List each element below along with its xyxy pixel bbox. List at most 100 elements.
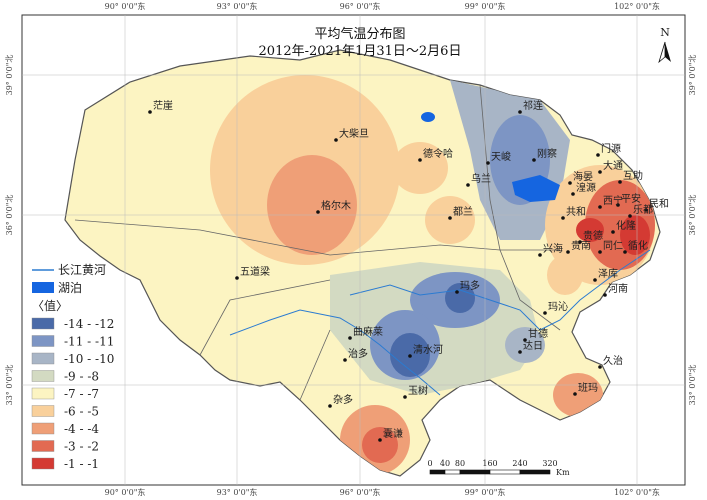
lat-label: 36° 0'0"北 <box>688 195 697 236</box>
station-label: 达日 <box>523 340 543 352</box>
lat-label: 39° 0'0"北 <box>688 55 697 96</box>
station-label: 都兰 <box>453 205 473 218</box>
scale-tick: 160 <box>482 459 497 468</box>
station-dot <box>561 216 565 220</box>
lon-label: 102° 0'0"东 <box>614 1 660 11</box>
legend-label: -3 - -2 <box>64 440 99 454</box>
station-label: 互助 <box>623 169 643 182</box>
station-dot <box>334 138 338 142</box>
station-dot <box>538 253 542 257</box>
scale-tick: 240 <box>512 459 527 468</box>
station-dot <box>593 278 597 282</box>
legend-lake: 湖泊 <box>58 280 82 295</box>
legend-swatch <box>31 457 55 470</box>
station-dot <box>148 110 152 114</box>
station-dot <box>235 276 239 280</box>
station-dot <box>448 216 452 220</box>
lon-label: 99° 0'0"东 <box>465 1 506 11</box>
station-label: 乐都 <box>633 204 653 216</box>
station-dot <box>518 350 522 354</box>
station-label: 杂多 <box>333 393 353 406</box>
station-label: 化隆 <box>616 219 636 232</box>
station-label: 清水河 <box>413 343 443 356</box>
station-label: 同仁 <box>603 240 623 252</box>
scale-segment <box>459 469 491 475</box>
station-dot <box>603 293 607 297</box>
legend-label: -9 - -8 <box>64 370 99 384</box>
station-label: 乌兰 <box>471 172 491 185</box>
station-dot <box>532 158 536 162</box>
station-label: 循化 <box>628 239 648 252</box>
station-dot <box>343 358 347 362</box>
station-label: 河南 <box>608 282 628 295</box>
station-label: 大柴旦 <box>339 127 369 140</box>
legend-lake-swatch <box>32 282 54 293</box>
county-borders <box>74 84 561 401</box>
lat-label: 33° 0'0"北 <box>688 365 697 406</box>
station-label: 西宁 <box>603 194 623 207</box>
north-arrow: N <box>658 26 671 64</box>
legend-heading: 〈值〉 <box>32 298 68 313</box>
station-label: 贵南 <box>571 239 591 252</box>
station-dot <box>518 110 522 114</box>
scale-unit: Km <box>556 468 570 477</box>
station-dot <box>611 230 615 234</box>
legend-label: -11 - -11 <box>64 335 114 349</box>
lon-label: 96° 0'0"东 <box>340 1 381 11</box>
legend-swatch <box>31 317 55 330</box>
station-dot <box>316 210 320 214</box>
station-dot <box>543 311 547 315</box>
station-dot <box>328 404 332 408</box>
station-label: 甘德 <box>528 327 548 340</box>
station-label: 祁连 <box>523 99 543 112</box>
station-label: 班玛 <box>578 382 598 394</box>
station-dot <box>348 336 352 340</box>
station-label: 海晏 <box>573 170 593 183</box>
legend-swatch <box>31 352 55 365</box>
station-dot <box>623 250 627 254</box>
north-label: N <box>660 26 670 39</box>
station-dot <box>571 192 575 196</box>
lon-label: 90° 0'0"东 <box>105 1 146 11</box>
station-label: 玛多 <box>460 279 480 292</box>
station-dot <box>578 240 582 244</box>
station-dot <box>598 205 602 209</box>
temperature-zones <box>210 75 655 475</box>
legend-label: -14 - -12 <box>64 317 114 331</box>
station-label: 门源 <box>601 142 621 155</box>
station-label: 治多 <box>348 347 368 360</box>
legend-swatch <box>31 405 55 417</box>
lat-label: 36° 0'0"北 <box>5 195 14 236</box>
scale-tick: 320 <box>542 459 557 468</box>
legend-label: -10 - -10 <box>64 352 114 366</box>
station-dot <box>455 290 459 294</box>
station-dot <box>486 161 490 165</box>
station-dot <box>598 170 602 174</box>
lon-label: 102° 0'0"东 <box>614 487 660 497</box>
station-label: 湟源 <box>576 181 596 194</box>
station-label: 泽库 <box>598 267 618 280</box>
station-dot <box>408 354 412 358</box>
scale-tick: 0 <box>427 459 432 468</box>
legend-swatch <box>31 370 55 382</box>
station-label: 刚察 <box>537 147 557 160</box>
station-label: 五道梁 <box>240 265 270 278</box>
title: 平均气温分布图 <box>314 26 405 42</box>
station-label: 民和 <box>649 198 669 210</box>
legend-label: -6 - -5 <box>64 405 99 419</box>
station-label: 囊谦 <box>383 427 403 440</box>
lat-label: 39° 0'0"北 <box>5 55 14 96</box>
station-dot <box>596 153 600 157</box>
base-map <box>64 49 661 477</box>
scale-segment <box>429 469 446 475</box>
legend-river: 长江黄河 <box>58 263 106 277</box>
scale-segment <box>444 469 461 475</box>
station-dot <box>418 158 422 162</box>
station-dot <box>618 180 622 184</box>
lakes <box>421 112 560 202</box>
station-dot <box>598 250 602 254</box>
station-label: 格尔木 <box>321 199 351 212</box>
lon-label: 90° 0'0"东 <box>105 487 146 497</box>
